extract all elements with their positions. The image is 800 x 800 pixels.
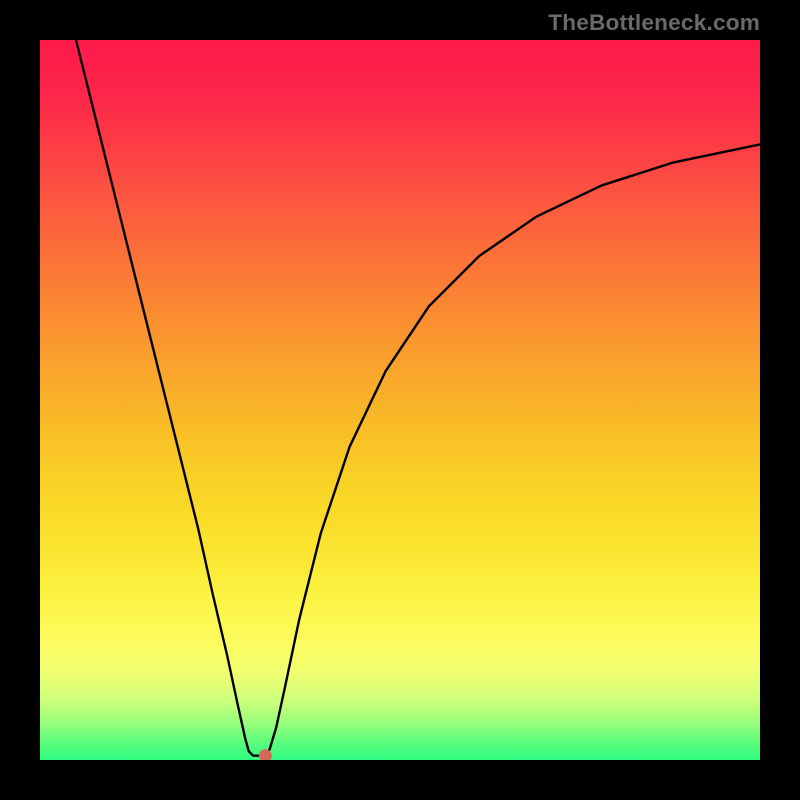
gradient-background — [40, 40, 760, 760]
chart-frame: TheBottleneck.com — [0, 0, 800, 800]
plot-area — [40, 40, 760, 760]
bottleneck-curve-chart — [40, 40, 760, 760]
watermark-text: TheBottleneck.com — [548, 10, 760, 36]
